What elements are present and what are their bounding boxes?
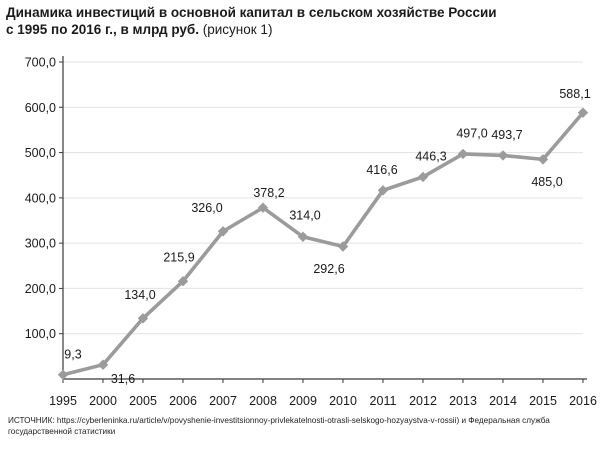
data-label: 378,2: [253, 186, 284, 200]
y-tick-label: 100,0: [25, 327, 56, 341]
data-point-marker: [497, 150, 509, 161]
y-tick-label: 600,0: [25, 101, 56, 115]
chart-title-line2: с 1995 по 2016 г., в млрд руб. (рисунок …: [6, 21, 594, 38]
data-label: 9,3: [64, 347, 81, 361]
data-point-marker: [377, 185, 389, 196]
x-tick-label: 2009: [289, 394, 317, 408]
y-tick-label: 400,0: [25, 191, 56, 205]
x-tick-label: 2006: [169, 394, 197, 408]
data-label: 326,0: [191, 201, 222, 215]
data-label: 493,7: [491, 128, 522, 142]
source-note: ИСТОЧНИК: https://cyberleninka.ru/articl…: [8, 416, 550, 436]
x-tick-label: 2012: [409, 394, 437, 408]
data-label: 416,6: [366, 163, 397, 177]
y-tick-label: 500,0: [25, 146, 56, 160]
data-label: 314,0: [289, 208, 320, 222]
axis-layer: 100,0 200,0 300,0 400,0 500,0 600,0 700,0 1995 2…: [25, 56, 597, 409]
x-tick-label: 2010: [329, 394, 357, 408]
chart-title-line1: Динамика инвестиций в основной капитал в…: [6, 5, 497, 20]
chart-title-line2-bold: с 1995 по 2016 г., в млрд руб.: [6, 22, 200, 37]
x-tick-label: 2008: [249, 394, 277, 408]
data-point-marker: [537, 154, 549, 165]
series-layer: [57, 107, 589, 380]
x-tick-label: 2005: [129, 394, 157, 408]
y-tick-label: 700,0: [25, 56, 56, 70]
x-tick-label: 2014: [489, 394, 517, 408]
data-point-marker: [137, 313, 149, 324]
data-label: 134,0: [124, 288, 155, 302]
series-line: [62, 111, 585, 377]
x-tick-label: 2013: [449, 394, 477, 408]
label-layer: 9,3 31,6 134,0 215,9 326,0 378,2 314,0 292,6 416…: [64, 87, 590, 386]
data-label: 497,0: [456, 126, 487, 140]
chart-title-line2-note: (рисунок 1): [199, 22, 273, 37]
data-point-marker: [337, 241, 349, 252]
data-point-marker: [97, 359, 109, 370]
x-tick-label: 2000: [89, 394, 117, 408]
grid-layer: [63, 61, 583, 335]
data-point-marker: [577, 107, 589, 118]
data-point-marker: [297, 231, 309, 243]
data-point-marker: [57, 369, 69, 380]
data-point-marker: [257, 202, 269, 213]
y-tick-label: 200,0: [25, 282, 56, 296]
data-label: 446,3: [415, 149, 446, 163]
x-tick-label: 1995: [49, 394, 77, 408]
data-point-marker: [217, 226, 229, 237]
data-label: 588,1: [559, 87, 590, 101]
x-tick-label: 2015: [529, 394, 557, 408]
data-label: 215,9: [163, 251, 194, 265]
y-tick-label: 300,0: [25, 237, 56, 251]
x-tick-label: 2016: [569, 394, 597, 408]
data-point-marker: [177, 276, 189, 287]
x-tick-label: 2011: [370, 394, 397, 408]
data-label: 485,0: [531, 175, 562, 189]
x-tick-label: 2007: [209, 394, 237, 408]
data-point-marker: [417, 171, 429, 183]
chart-title: Динамика инвестиций в основной капитал в…: [6, 4, 594, 38]
data-point-marker: [457, 148, 469, 160]
data-label: 292,6: [313, 262, 344, 276]
data-label: 31,6: [111, 372, 135, 386]
